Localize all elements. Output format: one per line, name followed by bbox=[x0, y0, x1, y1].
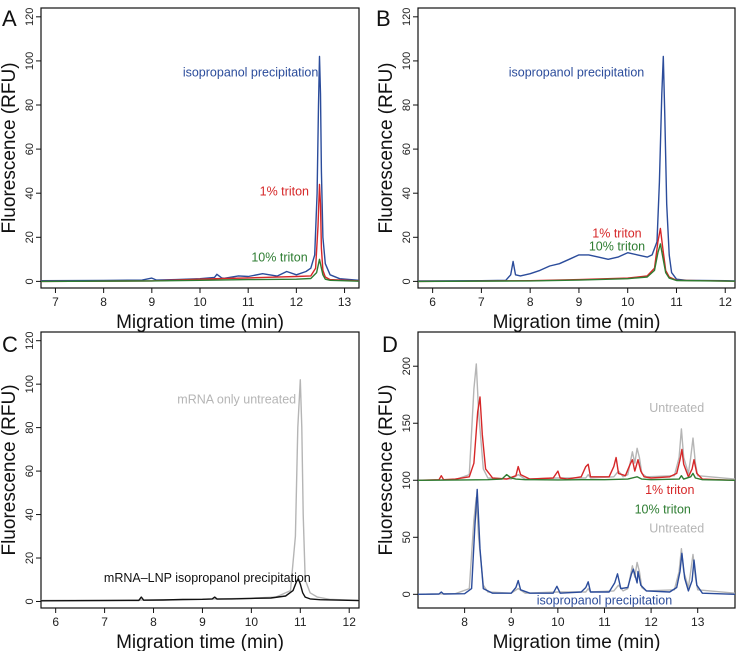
series-line-1-triton bbox=[41, 183, 359, 283]
x-tick-label: 10 bbox=[621, 295, 635, 309]
x-tick-label: 12 bbox=[719, 295, 733, 309]
y-tick-label: 40 bbox=[401, 187, 413, 199]
x-tick-label: 6 bbox=[52, 615, 59, 629]
series-annotation: Untreated bbox=[649, 522, 704, 536]
x-tick-label: 11 bbox=[598, 615, 611, 629]
y-tick-label: 60 bbox=[24, 143, 36, 155]
plot-frame bbox=[40, 7, 360, 289]
series-line-10-triton bbox=[418, 472, 735, 481]
y-tick-label: 120 bbox=[24, 332, 36, 350]
x-tick-label: 12 bbox=[343, 615, 357, 629]
series-annotation: Untreated bbox=[649, 401, 704, 415]
y-tick-label: 60 bbox=[401, 143, 413, 155]
y-axis-label: Fluorescence (RFU) bbox=[376, 384, 397, 555]
series-annotation: 1% triton bbox=[645, 483, 694, 497]
series-annotation: 10% triton bbox=[589, 240, 645, 254]
y-tick-label: 200 bbox=[401, 357, 413, 375]
x-axis-label: Migration time (min) bbox=[493, 632, 661, 651]
x-tick-label: 8 bbox=[100, 295, 107, 309]
y-tick-label: 100 bbox=[24, 375, 36, 393]
series-line-isopropanol-precipitation bbox=[418, 488, 735, 595]
y-tick-label: 40 bbox=[24, 508, 36, 520]
x-tick-label: 9 bbox=[199, 615, 206, 629]
series-annotation: isopropanol precipitation bbox=[183, 65, 319, 79]
x-axis-label: Migration time (min) bbox=[116, 632, 284, 651]
panel-letter: B bbox=[376, 6, 391, 31]
x-tick-label: 8 bbox=[150, 615, 157, 629]
y-tick-label: 0 bbox=[401, 591, 413, 597]
x-tick-label: 11 bbox=[294, 615, 307, 629]
series-annotation: isopropanol precipitation bbox=[537, 594, 673, 608]
y-tick-label: 0 bbox=[24, 598, 36, 604]
plot-frame bbox=[40, 331, 360, 609]
series-annotation: isopropanol precipitation bbox=[509, 65, 645, 79]
series-line-isopropanol-precipitation bbox=[41, 55, 359, 282]
series-annotation: mRNA only untreated bbox=[177, 393, 296, 407]
series-line-untreated bbox=[418, 363, 735, 481]
y-tick-label: 150 bbox=[401, 414, 413, 432]
y-tick-label: 80 bbox=[24, 421, 36, 433]
x-tick-label: 9 bbox=[508, 615, 515, 629]
x-tick-label: 13 bbox=[691, 615, 705, 629]
y-axis-label: Fluorescence (RFU) bbox=[376, 62, 397, 233]
y-tick-label: 100 bbox=[401, 471, 413, 489]
y-tick-label: 80 bbox=[401, 99, 413, 111]
series-line-10-triton bbox=[41, 258, 359, 283]
x-tick-label: 11 bbox=[670, 295, 683, 309]
x-tick-label: 6 bbox=[429, 295, 436, 309]
x-tick-label: 7 bbox=[101, 615, 108, 629]
panel-letter: A bbox=[2, 6, 17, 31]
x-tick-label: 9 bbox=[148, 295, 155, 309]
y-axis-label: Fluorescence (RFU) bbox=[0, 384, 20, 555]
y-tick-label: 100 bbox=[24, 52, 36, 70]
x-tick-label: 12 bbox=[290, 295, 304, 309]
y-tick-label: 120 bbox=[24, 8, 36, 26]
panel-letter: D bbox=[382, 332, 398, 357]
y-tick-label: 20 bbox=[401, 231, 413, 243]
x-tick-label: 7 bbox=[478, 295, 485, 309]
series-line-1-triton bbox=[418, 227, 735, 283]
series-line-isopropanol-precipitation bbox=[418, 55, 735, 282]
y-tick-label: 0 bbox=[24, 278, 36, 284]
panel-letter: C bbox=[2, 332, 18, 357]
y-tick-label: 40 bbox=[24, 187, 36, 199]
y-tick-label: 0 bbox=[401, 278, 413, 284]
x-tick-label: 11 bbox=[242, 295, 255, 309]
x-tick-label: 10 bbox=[193, 295, 207, 309]
y-tick-label: 20 bbox=[24, 231, 36, 243]
y-tick-label: 120 bbox=[401, 8, 413, 26]
y-tick-label: 50 bbox=[401, 531, 413, 543]
x-tick-label: 7 bbox=[52, 295, 59, 309]
series-annotation: 10% triton bbox=[635, 502, 691, 516]
x-tick-label: 8 bbox=[527, 295, 534, 309]
y-axis-label: Fluorescence (RFU) bbox=[0, 62, 20, 233]
x-tick-label: 10 bbox=[245, 615, 259, 629]
x-axis-label: Migration time (min) bbox=[493, 312, 661, 333]
panel-a: A 7 8 9 10 11 12 13 0 20 40 60 80 100 120 Migration tim… bbox=[0, 6, 360, 333]
x-tick-label: 8 bbox=[461, 615, 468, 629]
series-annotation: 1% triton bbox=[260, 184, 309, 198]
panel-d: D 8 9 10 11 12 13 0 50 100 150 200 Migration time (m… bbox=[376, 331, 736, 651]
x-tick-label: 13 bbox=[338, 295, 352, 309]
series-line-mrna-lnp-isopropanol-precipitation bbox=[41, 578, 359, 602]
series-annotation: 10% triton bbox=[251, 251, 307, 265]
series-annotation: mRNA–LNP isopropanol precipitation bbox=[104, 571, 311, 585]
x-tick-label: 9 bbox=[576, 295, 583, 309]
y-tick-label: 20 bbox=[24, 552, 36, 564]
x-tick-label: 10 bbox=[551, 615, 565, 629]
y-tick-label: 60 bbox=[24, 465, 36, 477]
series-line-10-triton bbox=[418, 243, 735, 283]
plot-frame bbox=[417, 7, 736, 289]
series-annotation: 1% triton bbox=[592, 226, 641, 240]
series-line-1-triton bbox=[418, 396, 735, 481]
series-line-mrna-only-untreated bbox=[41, 379, 359, 602]
x-tick-label: 12 bbox=[644, 615, 658, 629]
y-tick-label: 80 bbox=[24, 99, 36, 111]
x-axis-label: Migration time (min) bbox=[116, 312, 284, 333]
plot-frame bbox=[417, 331, 736, 609]
y-tick-label: 100 bbox=[401, 52, 413, 70]
